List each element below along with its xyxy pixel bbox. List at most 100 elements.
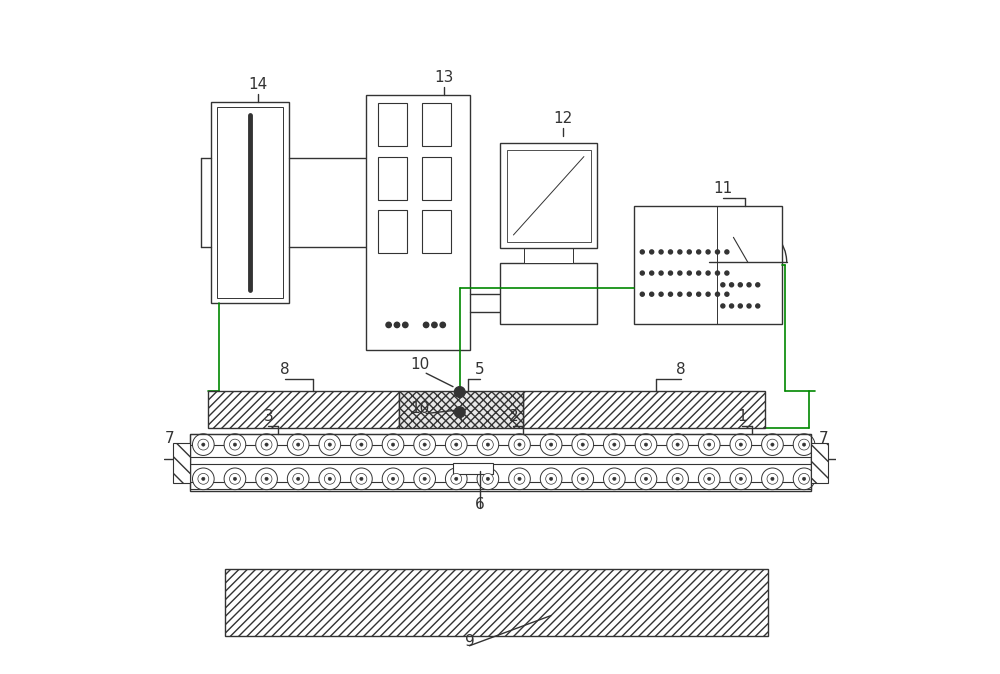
Circle shape (486, 477, 490, 481)
Circle shape (202, 443, 205, 446)
Circle shape (514, 473, 525, 484)
Circle shape (198, 439, 209, 450)
Circle shape (356, 473, 367, 484)
Circle shape (455, 443, 458, 446)
Circle shape (540, 434, 562, 456)
Circle shape (644, 443, 648, 446)
Bar (378, 210, 407, 253)
Circle shape (319, 434, 341, 456)
Circle shape (454, 407, 465, 418)
Circle shape (451, 473, 462, 484)
Circle shape (698, 468, 720, 490)
Circle shape (698, 434, 720, 456)
Bar (190, 434, 811, 491)
Circle shape (351, 434, 372, 456)
Bar (523, 391, 765, 427)
Circle shape (198, 473, 209, 484)
Circle shape (706, 250, 710, 254)
Circle shape (509, 434, 530, 456)
Circle shape (667, 434, 688, 456)
Circle shape (697, 271, 701, 275)
Circle shape (477, 434, 499, 456)
Bar (507, 150, 591, 242)
Text: 8: 8 (280, 362, 289, 377)
Circle shape (546, 473, 557, 484)
Circle shape (672, 473, 683, 484)
Circle shape (767, 439, 778, 450)
Circle shape (202, 477, 205, 481)
Circle shape (667, 468, 688, 490)
Circle shape (635, 468, 657, 490)
Text: 13: 13 (434, 70, 453, 86)
Circle shape (697, 250, 701, 254)
Bar (500, 264, 597, 324)
Text: 7: 7 (819, 431, 828, 446)
Circle shape (293, 473, 304, 484)
Circle shape (704, 439, 715, 450)
Text: 1: 1 (737, 409, 746, 424)
Bar (173, 443, 190, 483)
Circle shape (708, 477, 711, 481)
Bar (378, 156, 407, 200)
Circle shape (613, 477, 616, 481)
Circle shape (577, 473, 588, 484)
Bar (190, 457, 811, 464)
Circle shape (687, 250, 691, 254)
Circle shape (423, 477, 426, 481)
Circle shape (735, 473, 746, 484)
Circle shape (518, 477, 521, 481)
Circle shape (297, 477, 300, 481)
Text: 10: 10 (410, 357, 429, 372)
Circle shape (192, 434, 214, 456)
Circle shape (640, 250, 644, 254)
Circle shape (735, 439, 746, 450)
Text: 3: 3 (264, 409, 273, 424)
Text: 12: 12 (554, 111, 573, 125)
Circle shape (725, 293, 729, 297)
Circle shape (328, 477, 331, 481)
Circle shape (324, 473, 335, 484)
Circle shape (715, 250, 719, 254)
Circle shape (572, 434, 594, 456)
Circle shape (678, 250, 682, 254)
Circle shape (482, 439, 493, 450)
Circle shape (687, 293, 691, 297)
Bar (190, 483, 811, 489)
Bar (211, 102, 289, 303)
Circle shape (432, 322, 437, 328)
Circle shape (546, 439, 557, 450)
Bar (422, 156, 451, 200)
Circle shape (721, 304, 725, 308)
Circle shape (451, 439, 462, 450)
Circle shape (668, 271, 673, 275)
Circle shape (793, 468, 815, 490)
Circle shape (644, 477, 648, 481)
Circle shape (756, 283, 760, 287)
Circle shape (477, 468, 499, 490)
Circle shape (230, 473, 240, 484)
Circle shape (518, 443, 521, 446)
Circle shape (455, 477, 458, 481)
Circle shape (730, 468, 752, 490)
Circle shape (725, 250, 729, 254)
Circle shape (233, 443, 237, 446)
Circle shape (356, 439, 367, 450)
Circle shape (391, 443, 395, 446)
Circle shape (738, 304, 742, 308)
Circle shape (414, 468, 435, 490)
Text: 8: 8 (676, 362, 685, 377)
Circle shape (265, 477, 268, 481)
Circle shape (382, 434, 404, 456)
Circle shape (762, 434, 783, 456)
Circle shape (676, 477, 679, 481)
Circle shape (360, 477, 363, 481)
Bar (524, 249, 573, 264)
Circle shape (672, 439, 683, 450)
Circle shape (256, 468, 277, 490)
Circle shape (293, 439, 304, 450)
Circle shape (423, 443, 426, 446)
Circle shape (747, 283, 751, 287)
Bar (217, 107, 283, 298)
Circle shape (799, 473, 809, 484)
Circle shape (659, 293, 663, 297)
